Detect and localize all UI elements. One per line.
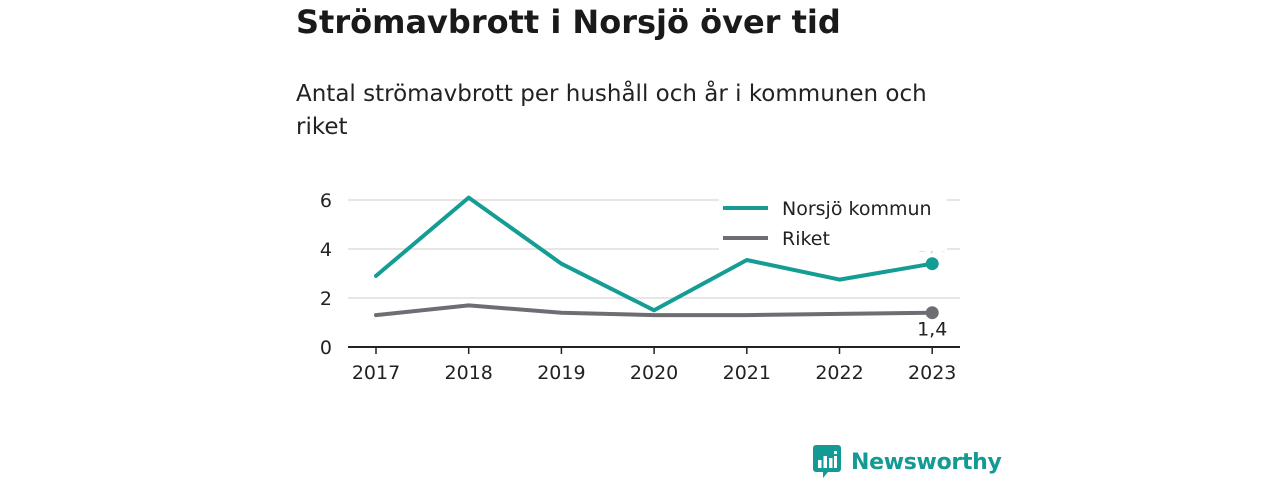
x-tick-label: 2023 (908, 362, 956, 384)
x-tick-label: 2018 (445, 362, 493, 384)
y-tick-label: 6 (320, 190, 332, 212)
series-end-point (925, 257, 939, 271)
x-tick-label: 2019 (537, 362, 585, 384)
brand-name: Newsworthy (851, 449, 1002, 475)
legend-label: Riket (782, 228, 830, 250)
y-tick-label: 2 (320, 288, 332, 310)
x-tick-label: 2017 (352, 362, 400, 384)
brand-logo: Newsworthy (813, 444, 1002, 480)
series-line (374, 195, 935, 313)
series-line (374, 303, 935, 318)
y-tick-label: 0 (320, 337, 332, 359)
data-label: 1,4 (917, 319, 947, 341)
legend-label: Norsjö kommun (782, 198, 932, 220)
chart-subtitle: Antal strömavbrott per hushåll och år i … (296, 81, 927, 140)
y-tick-label: 4 (320, 239, 332, 261)
chart-title: Strömavbrott i Norsjö över tid (296, 3, 841, 41)
x-tick-label: 2022 (815, 362, 863, 384)
x-tick-label: 2021 (723, 362, 771, 384)
newsworthy-logo-icon (813, 445, 841, 478)
x-tick-label: 2020 (630, 362, 678, 384)
series-end-point (925, 306, 939, 320)
